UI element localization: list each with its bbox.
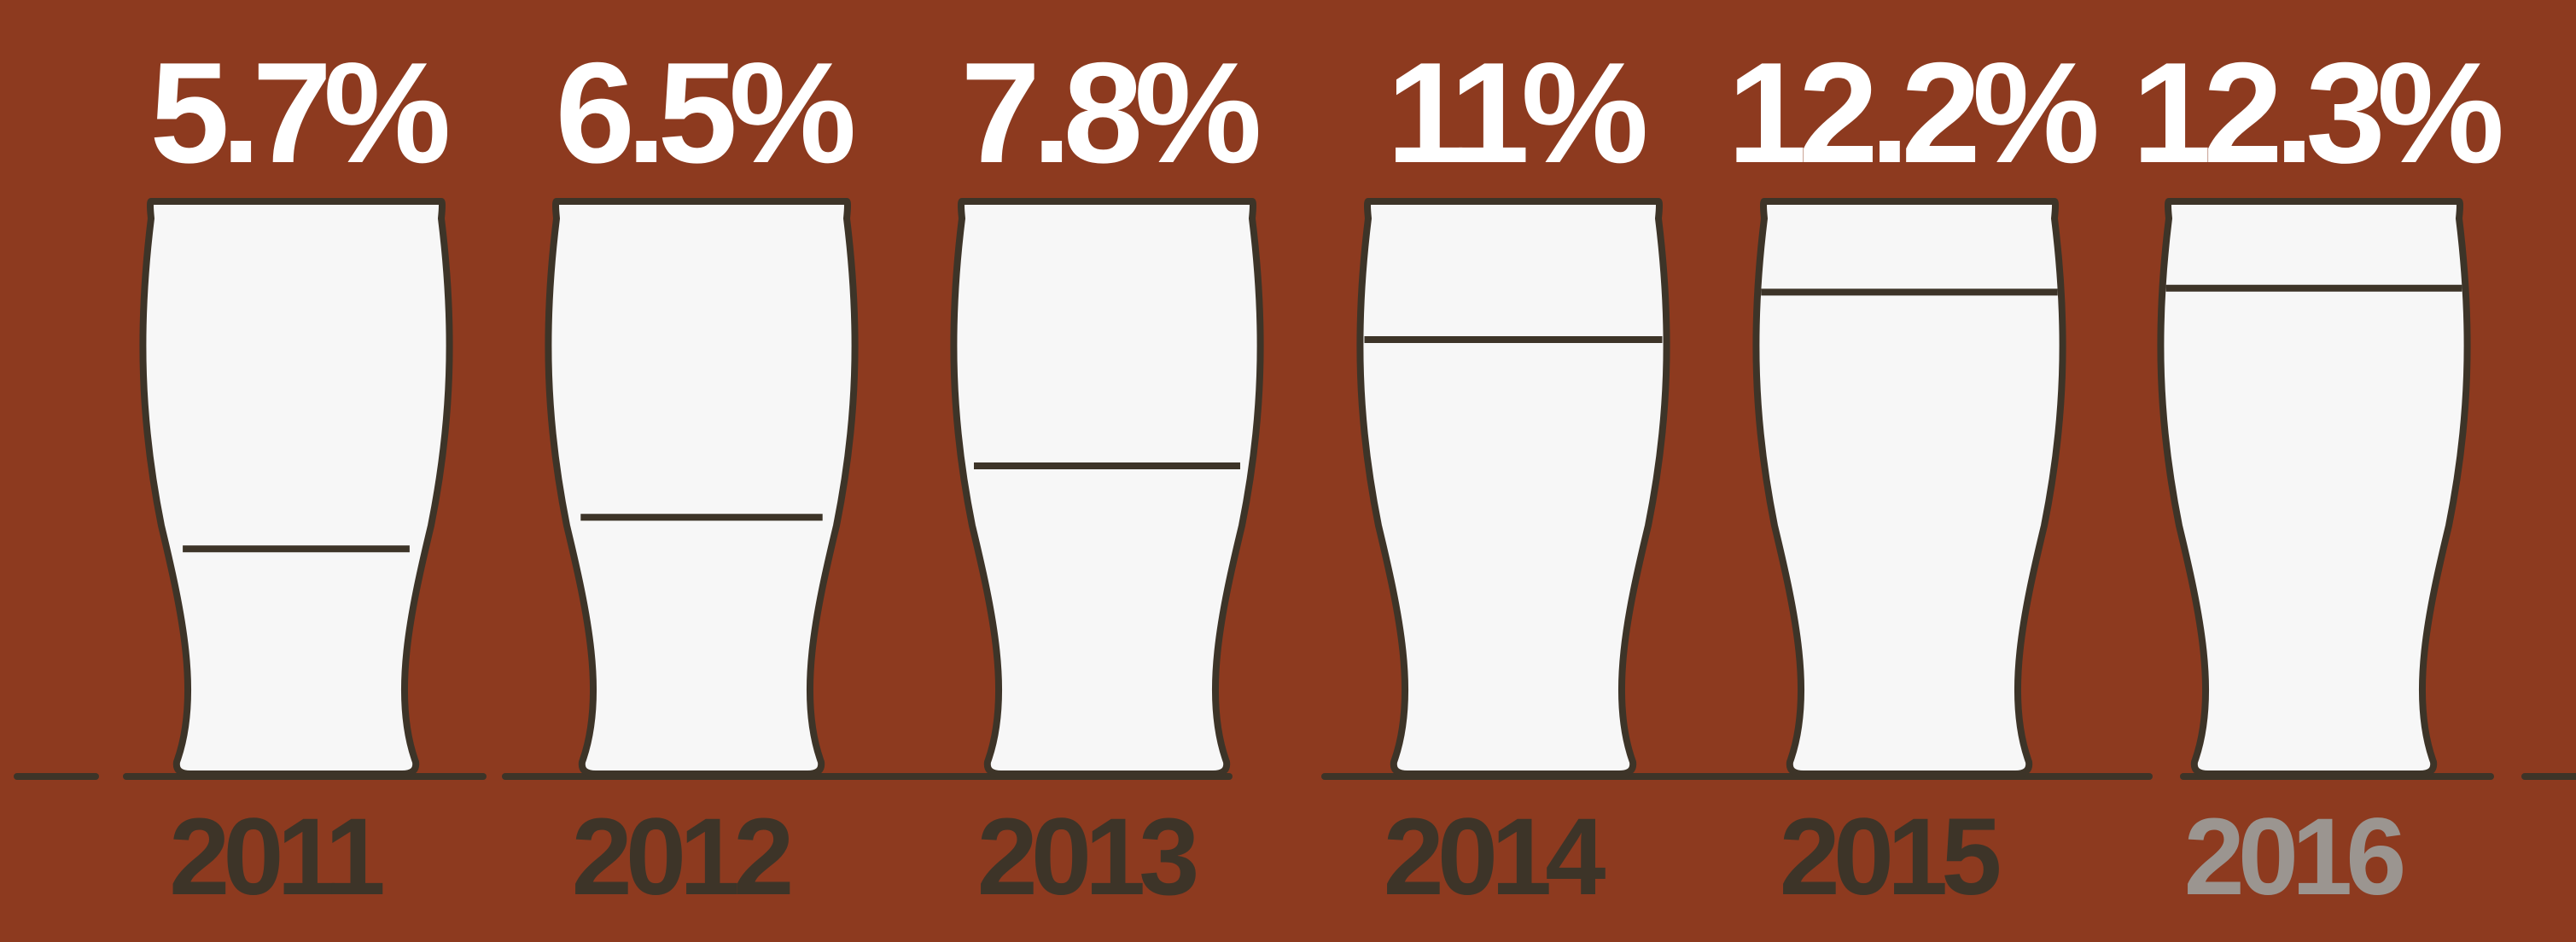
value-label: 12.2% [1728, 32, 2096, 193]
year-label: 2015 [1780, 796, 2000, 918]
value-label: 11% [1387, 32, 1646, 193]
beer-glass [545, 198, 859, 777]
year-label: 2013 [977, 796, 1197, 918]
glass-layer [139, 198, 2471, 777]
year-label: 2011 [169, 796, 383, 918]
beer-glass [1356, 198, 1670, 777]
year-label: 2014 [1384, 796, 1606, 918]
beer-glass [1752, 198, 2066, 777]
value-label: 12.3% [2132, 32, 2501, 193]
year-label: 2012 [572, 796, 791, 918]
beer-glass [2157, 198, 2471, 777]
beer-glass [139, 198, 453, 777]
value-label: 6.5% [556, 32, 854, 193]
value-label: 7.8% [961, 32, 1259, 193]
label-layer: 5.7% 2011 6.5% 2012 7.8% 2013 11% 2014 12.2% 2015… [150, 32, 2509, 918]
year-label: 2016 [2184, 796, 2404, 918]
value-label: 5.7% [150, 32, 448, 193]
beer-glass [950, 198, 1264, 777]
